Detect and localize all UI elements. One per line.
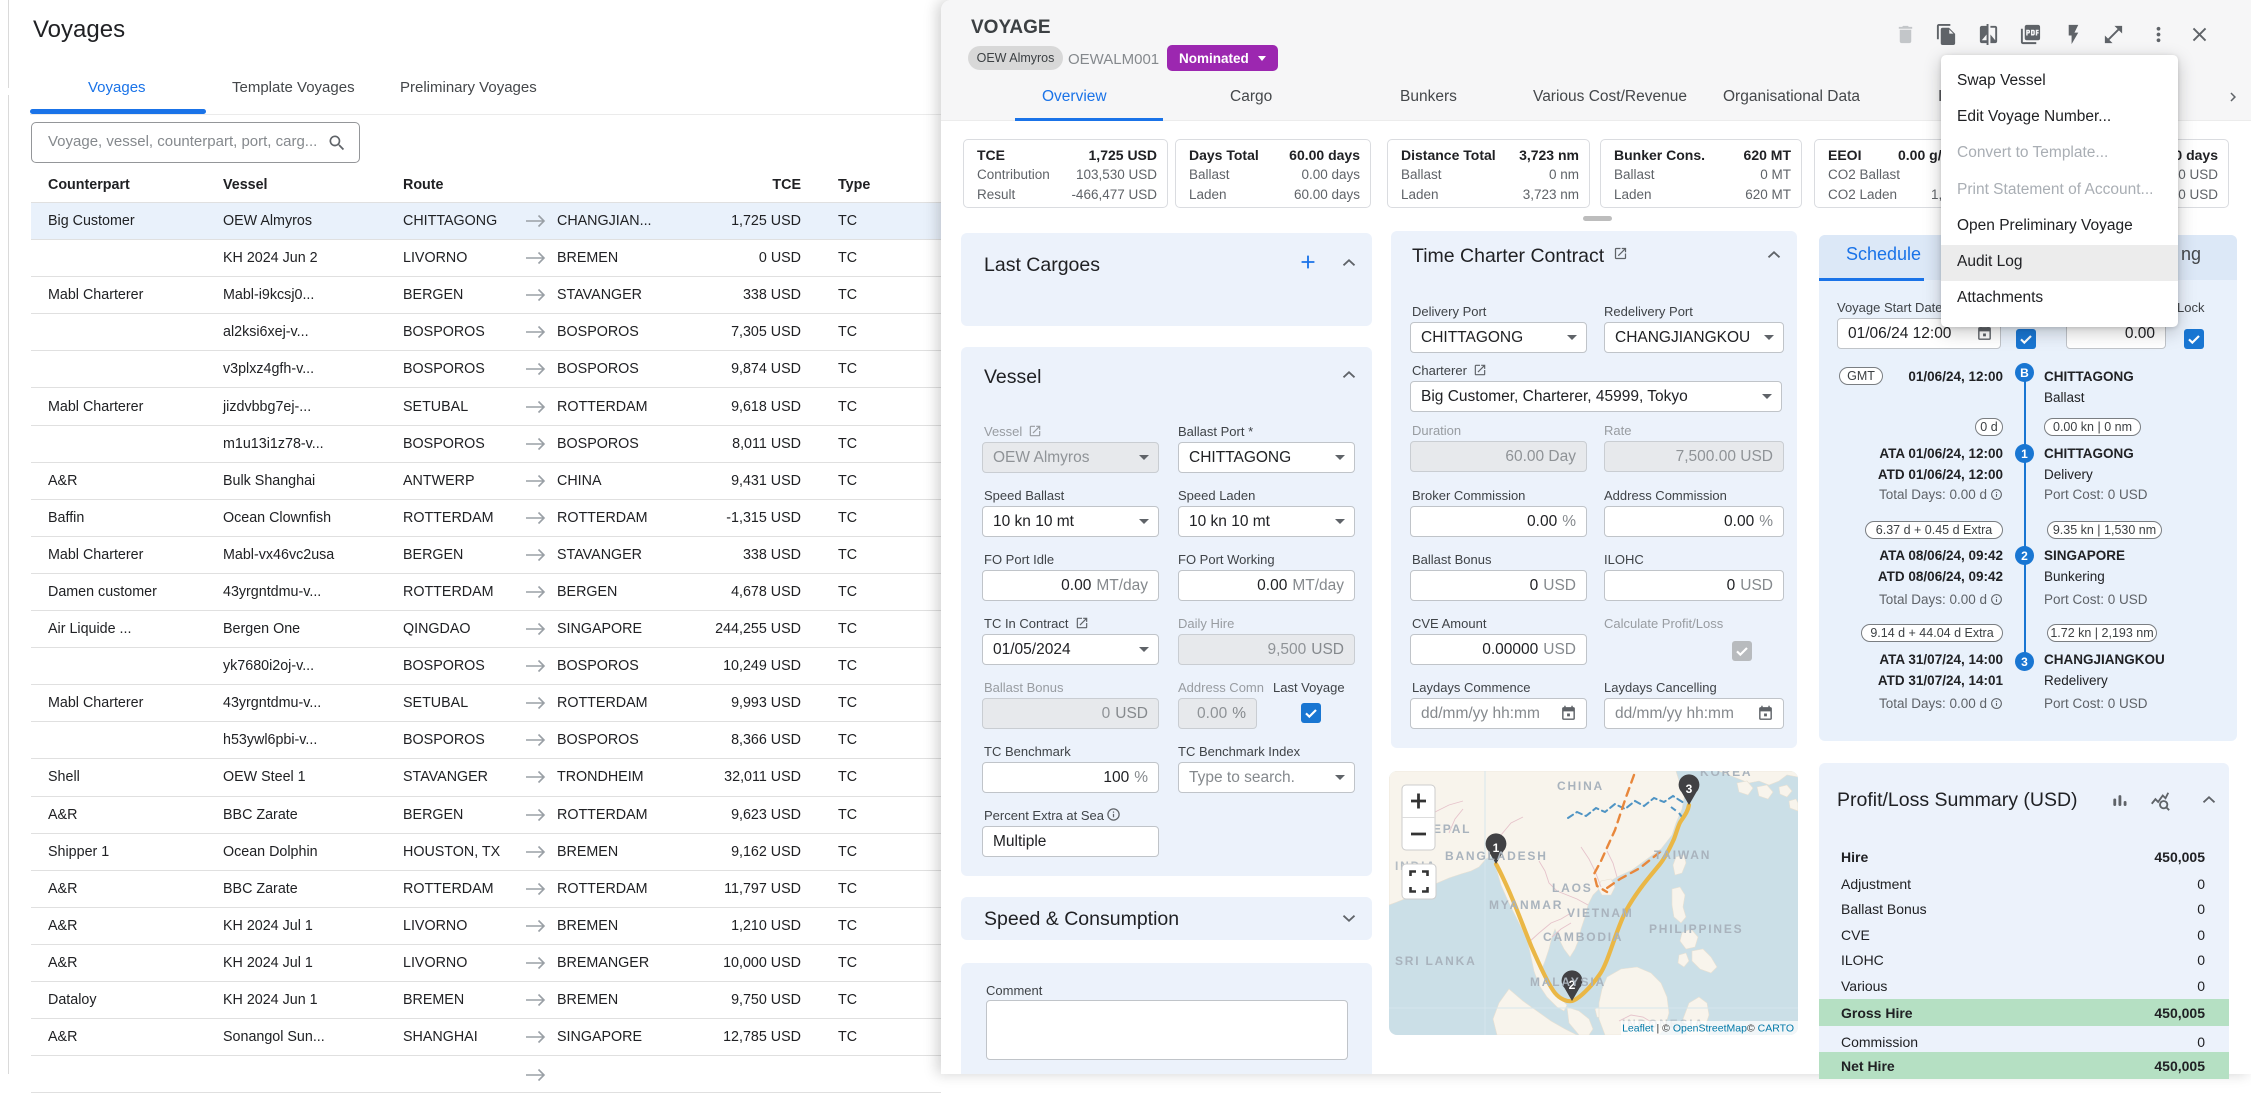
svg-text:BANGLADESH: BANGLADESH [1445, 849, 1548, 863]
svg-text:VIETNAM: VIETNAM [1567, 906, 1634, 920]
svg-text:MALAYSIA: MALAYSIA [1530, 975, 1606, 989]
svg-text:CAMBODIA: CAMBODIA [1543, 930, 1623, 944]
svg-text:TAIWAN: TAIWAN [1654, 848, 1711, 862]
svg-text:KOREA: KOREA [1700, 771, 1752, 779]
svg-text:3: 3 [1686, 782, 1693, 796]
svg-text:PHILIPPINES: PHILIPPINES [1649, 922, 1743, 936]
svg-text:EPAL: EPAL [1433, 822, 1471, 836]
svg-text:SRI LANKA: SRI LANKA [1395, 954, 1477, 968]
svg-text:CHINA: CHINA [1557, 779, 1604, 793]
svg-text:MYANMAR: MYANMAR [1489, 898, 1563, 912]
svg-text:LAOS: LAOS [1552, 881, 1593, 895]
svg-text:2: 2 [1569, 978, 1576, 992]
svg-text:1: 1 [1493, 841, 1500, 855]
svg-text:Leaflet | © OpenStreetMap© CAR: Leaflet | © OpenStreetMap© CARTO [1622, 1023, 1794, 1035]
